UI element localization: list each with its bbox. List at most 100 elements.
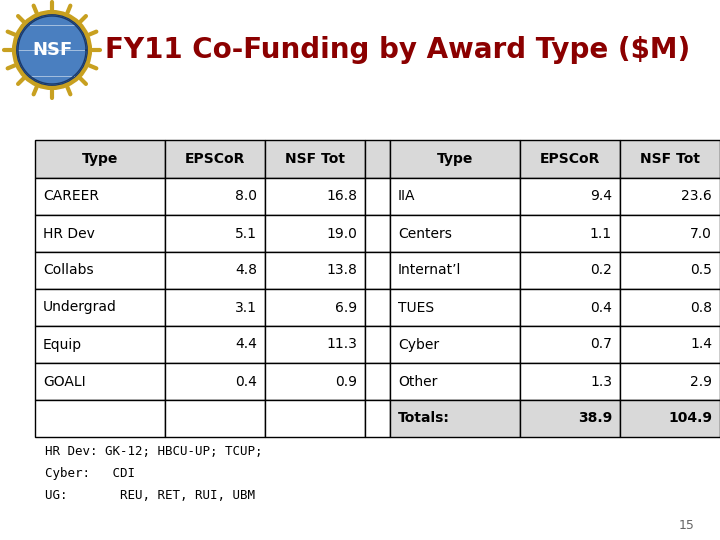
Text: 11.3: 11.3 (326, 338, 357, 352)
Bar (390, 140, 520, 178)
Bar (265, 140, 365, 178)
Bar (265, 178, 365, 215)
Bar (390, 215, 520, 252)
Bar (165, 215, 265, 252)
Text: 1.3: 1.3 (590, 375, 612, 388)
Bar (35, 252, 165, 289)
Bar (165, 178, 265, 215)
Text: 6.9: 6.9 (335, 300, 357, 314)
Bar (620, 215, 720, 252)
Bar (620, 289, 720, 326)
Bar (165, 326, 265, 363)
Bar (265, 400, 365, 437)
Bar (165, 140, 265, 178)
Text: Centers: Centers (398, 226, 452, 240)
Bar (520, 140, 620, 178)
Bar (365, 363, 390, 400)
Text: 0.4: 0.4 (590, 300, 612, 314)
Bar (390, 363, 520, 400)
Text: 5.1: 5.1 (235, 226, 257, 240)
Bar (165, 400, 265, 437)
Bar (265, 289, 365, 326)
Bar (365, 140, 390, 178)
Bar (390, 252, 520, 289)
Bar (365, 400, 390, 437)
Text: NSF: NSF (32, 41, 72, 59)
Bar (265, 215, 365, 252)
Bar (520, 363, 620, 400)
Text: Type: Type (437, 152, 473, 166)
Text: 4.4: 4.4 (235, 338, 257, 352)
Bar (520, 400, 620, 437)
Bar (365, 326, 390, 363)
Bar (390, 178, 520, 215)
Text: Other: Other (398, 375, 437, 388)
Bar (165, 363, 265, 400)
Text: EPSCoR: EPSCoR (540, 152, 600, 166)
Text: 16.8: 16.8 (326, 190, 357, 204)
Bar (35, 400, 165, 437)
Text: 2.9: 2.9 (690, 375, 712, 388)
Text: 0.4: 0.4 (235, 375, 257, 388)
Text: 9.4: 9.4 (590, 190, 612, 204)
Text: 13.8: 13.8 (326, 264, 357, 278)
Text: Internat’l: Internat’l (398, 264, 462, 278)
Text: NSF Tot: NSF Tot (285, 152, 345, 166)
Circle shape (14, 12, 90, 88)
Text: Collabs: Collabs (43, 264, 94, 278)
Text: Equip: Equip (43, 338, 82, 352)
Bar (165, 289, 265, 326)
Bar (365, 289, 390, 326)
Bar (620, 326, 720, 363)
Text: 38.9: 38.9 (577, 411, 612, 426)
Text: 23.6: 23.6 (681, 190, 712, 204)
Text: CAREER: CAREER (43, 190, 99, 204)
Bar (35, 215, 165, 252)
Text: 8.0: 8.0 (235, 190, 257, 204)
Text: HR Dev: HR Dev (43, 226, 95, 240)
Text: TUES: TUES (398, 300, 434, 314)
Text: 1.1: 1.1 (590, 226, 612, 240)
Bar (390, 289, 520, 326)
Text: 104.9: 104.9 (668, 411, 712, 426)
Circle shape (18, 16, 86, 84)
Bar (35, 326, 165, 363)
Bar (265, 252, 365, 289)
Text: FY11 Co-Funding by Award Type ($M): FY11 Co-Funding by Award Type ($M) (105, 36, 690, 64)
Bar (265, 326, 365, 363)
Text: Undergrad: Undergrad (43, 300, 117, 314)
Bar (620, 178, 720, 215)
Text: 0.8: 0.8 (690, 300, 712, 314)
Bar (620, 363, 720, 400)
Text: Cyber: Cyber (398, 338, 439, 352)
Text: NSF Tot: NSF Tot (640, 152, 700, 166)
Text: 0.9: 0.9 (335, 375, 357, 388)
Text: 1.4: 1.4 (690, 338, 712, 352)
Bar (35, 363, 165, 400)
Text: HR Dev: GK-12; HBCU-UP; TCUP;: HR Dev: GK-12; HBCU-UP; TCUP; (45, 445, 263, 458)
Text: IIA: IIA (398, 190, 415, 204)
Bar (35, 178, 165, 215)
Bar (365, 178, 390, 215)
Bar (365, 252, 390, 289)
Text: EPSCoR: EPSCoR (185, 152, 246, 166)
Text: 3.1: 3.1 (235, 300, 257, 314)
Text: Type: Type (82, 152, 118, 166)
Bar (520, 178, 620, 215)
Bar (620, 400, 720, 437)
Text: 0.5: 0.5 (690, 264, 712, 278)
Text: 7.0: 7.0 (690, 226, 712, 240)
Bar (265, 363, 365, 400)
Bar (165, 252, 265, 289)
Text: Totals:: Totals: (398, 411, 450, 426)
Text: 15: 15 (679, 519, 695, 532)
Bar (520, 252, 620, 289)
Bar (365, 215, 390, 252)
Bar (390, 400, 520, 437)
Bar (390, 326, 520, 363)
Text: UG:       REU, RET, RUI, UBM: UG: REU, RET, RUI, UBM (45, 489, 255, 502)
Bar (520, 215, 620, 252)
Text: 0.7: 0.7 (590, 338, 612, 352)
Bar (620, 252, 720, 289)
Text: GOALI: GOALI (43, 375, 86, 388)
